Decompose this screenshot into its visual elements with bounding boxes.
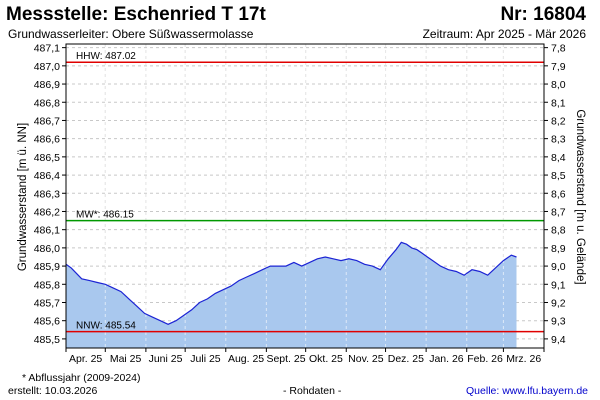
station-number: Nr: 16804 — [500, 4, 586, 25]
y-right-tick-label: 8,4 — [551, 152, 566, 164]
reference-lines: HHW: 487.02 MW*: 486.15 NNW: 485.54 — [66, 51, 544, 333]
axes: 487,1 487,0 486,9 486,8 486,7 486,6 486,5 486,4… — [34, 43, 566, 365]
x-tick-label: Nov. 25 — [348, 353, 384, 365]
x-tick-label: Dez. 25 — [388, 353, 424, 365]
y-right-tick-label: 9,2 — [551, 297, 566, 309]
y-left-tick-label: 486,5 — [34, 152, 60, 164]
level-line — [65, 241, 517, 325]
x-tick-label: Feb. 26 — [467, 353, 503, 365]
y-left-tick-label: 486,4 — [34, 170, 60, 182]
y-right-tick-label: 9,1 — [551, 279, 566, 291]
created-date: erstellt: 10.03.2026 — [8, 385, 98, 397]
nnw-label: NNW: 485.54 — [76, 321, 136, 332]
y-axis-left-title: Grundwasserstand [m ü. NN] — [17, 123, 29, 271]
x-tick-label: Mrz. 26 — [506, 353, 541, 365]
y-left-tick-label: 485,5 — [34, 334, 60, 346]
y-left-tick-label: 485,8 — [34, 279, 60, 291]
period-label: Zeitraum: Apr 2025 - Mär 2026 — [422, 27, 586, 41]
x-tick-label: Okt. 25 — [309, 353, 343, 365]
station-title: Messstelle: Eschenried T 17t — [6, 4, 266, 25]
y-left-tick-label: 486,8 — [34, 97, 60, 109]
y-right-tick-label: 9,3 — [551, 316, 566, 328]
y-right-tick-label: 7,9 — [551, 61, 566, 73]
level-area — [65, 44, 517, 348]
x-tick-label: Mai 25 — [110, 353, 142, 365]
y-left-tick-label: 486,0 — [34, 243, 60, 255]
source-link[interactable]: Quelle: www.lfu.bayern.de — [466, 385, 588, 397]
x-tick-label: Juli 25 — [190, 353, 221, 365]
y-left-tick-label: 486,9 — [34, 79, 60, 91]
y-right-tick-label: 8,0 — [551, 79, 566, 91]
aquifer-label: Grundwasserleiter: Obere Süßwassermolass… — [8, 27, 254, 41]
y-right-tick-label: 8,6 — [551, 188, 566, 200]
y-left-tick-label: 485,6 — [34, 316, 60, 328]
y-left-tick-label: 486,7 — [34, 115, 60, 127]
y-right-tick-label: 8,5 — [551, 170, 566, 182]
x-tick-label: Sept. 25 — [266, 353, 305, 365]
y-right-tick-label: 9,0 — [551, 261, 566, 273]
x-tick-label: Juni 25 — [149, 353, 183, 365]
y-left-tick-label: 486,1 — [34, 225, 60, 237]
y-right-tick-label: 9,4 — [551, 334, 566, 346]
y-axis-right-title: Grundwasserstand [m u. Gelände] — [574, 109, 586, 284]
y-left-tick-label: 487,1 — [34, 43, 60, 55]
plot-border — [65, 43, 545, 349]
y-left-tick-label: 486,2 — [34, 206, 60, 218]
y-right-tick-label: 8,9 — [551, 243, 566, 255]
x-tick-label: Jan. 26 — [429, 353, 464, 365]
x-tick-label: Apr. 25 — [69, 353, 102, 365]
y-right-tick-label: 8,8 — [551, 225, 566, 237]
y-left-tick-label: 485,7 — [34, 297, 60, 309]
footnote: * Abflussjahr (2009-2024) — [22, 372, 141, 384]
y-left-tick-label: 486,3 — [34, 188, 60, 200]
y-left-tick-label: 487,0 — [34, 61, 60, 73]
x-tick-label: Aug. 25 — [228, 353, 264, 365]
hhw-label: HHW: 487.02 — [76, 51, 136, 62]
y-right-tick-label: 8,7 — [551, 206, 566, 218]
mw-label: MW*: 486.15 — [76, 210, 134, 221]
y-right-tick-label: 8,1 — [551, 97, 566, 109]
y-right-tick-label: 7,8 — [551, 43, 566, 55]
y-right-tick-label: 8,2 — [551, 115, 566, 127]
level-fill — [66, 242, 517, 348]
y-right-tick-label: 8,3 — [551, 134, 566, 146]
y-left-tick-label: 485,9 — [34, 261, 60, 273]
y-left-tick-label: 486,6 — [34, 134, 60, 146]
raw-data-note: - Rohdaten - — [283, 385, 342, 397]
